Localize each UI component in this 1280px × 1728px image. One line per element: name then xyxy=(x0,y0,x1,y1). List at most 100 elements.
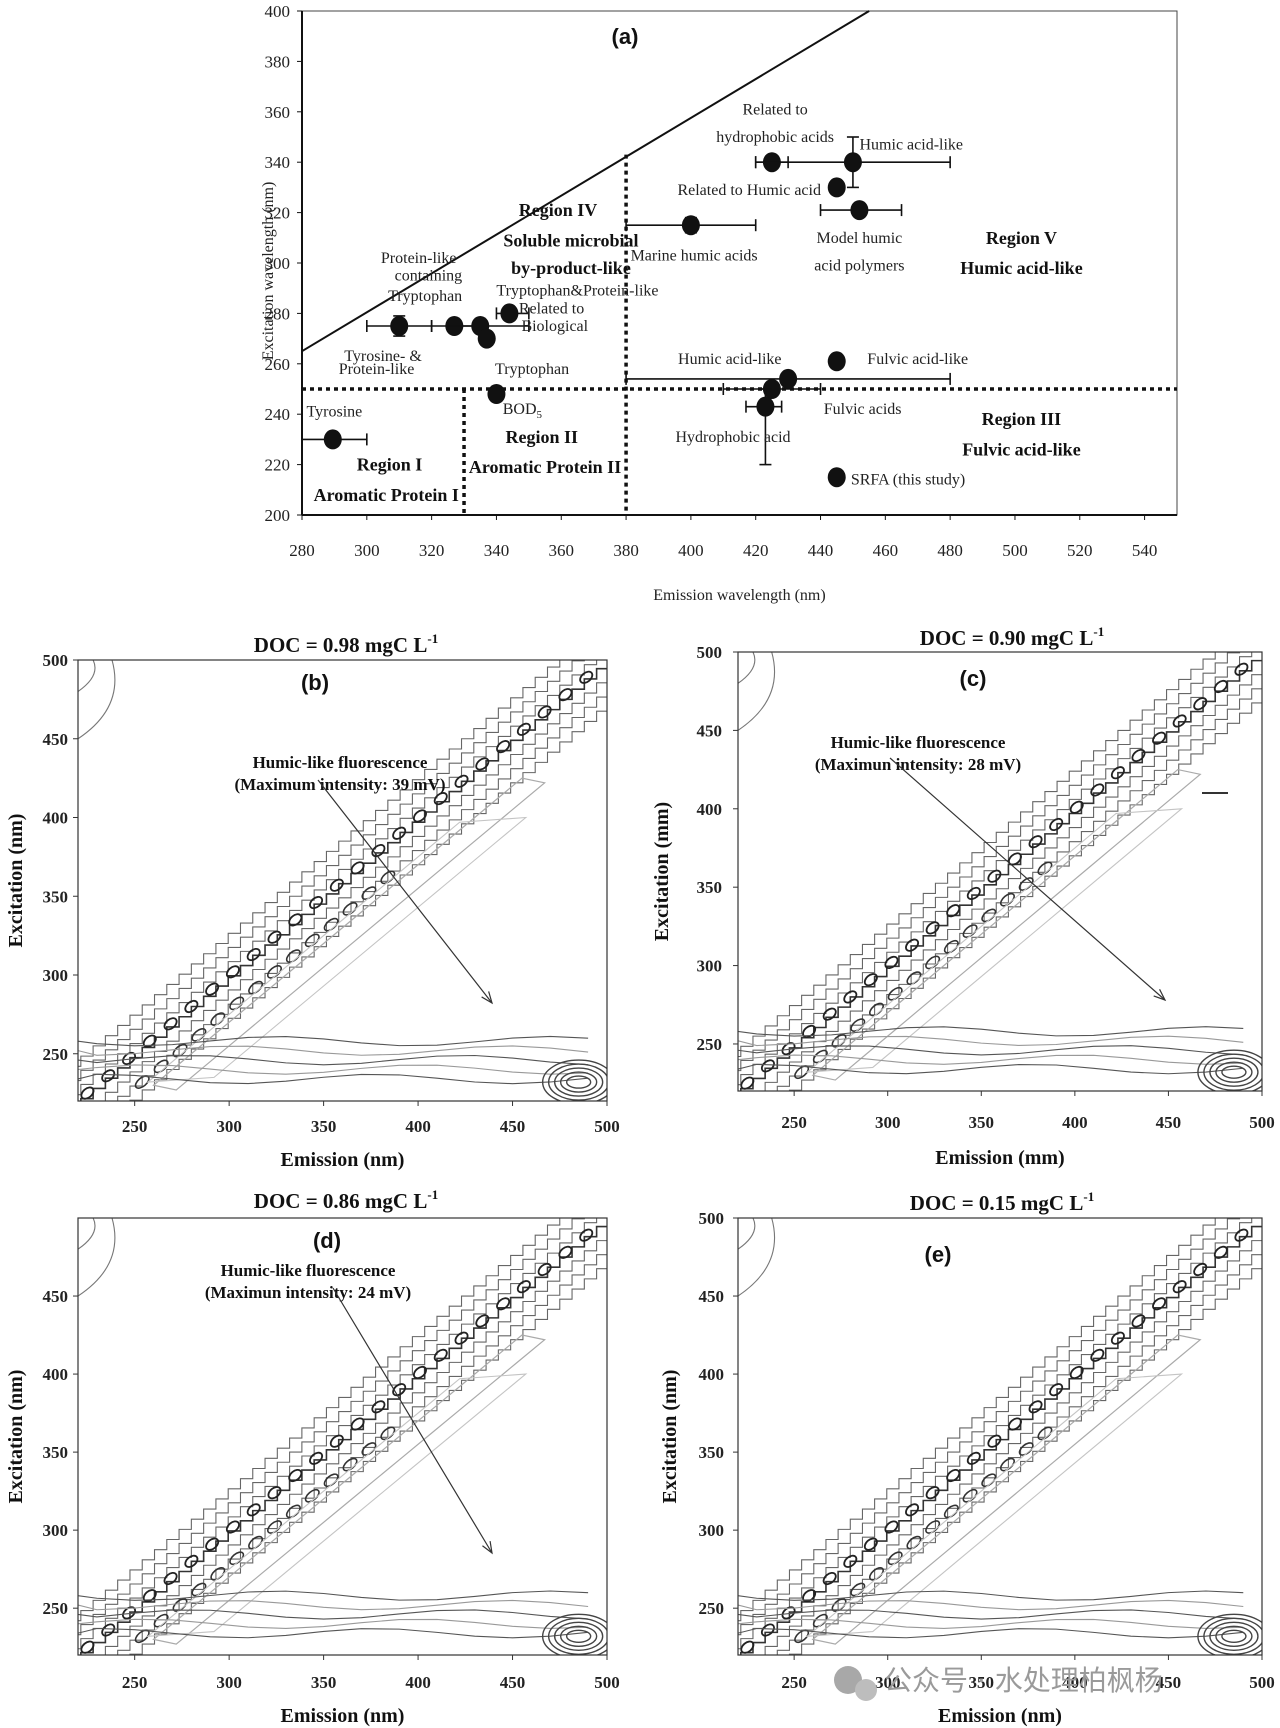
low-excitation-contour xyxy=(738,1609,1244,1620)
raman-bead xyxy=(999,1457,1015,1472)
rayleigh-scatter-step xyxy=(104,1240,607,1655)
low-excitation-contour xyxy=(78,1064,589,1075)
y-tick-label: 300 xyxy=(43,966,69,985)
rayleigh-scatter-step xyxy=(78,660,585,1082)
scatter-bead xyxy=(1069,800,1084,814)
scatter-bead xyxy=(987,1434,1002,1448)
raman-bead xyxy=(191,1582,207,1597)
low-excitation-contour xyxy=(738,1627,1244,1639)
scatter-bead xyxy=(925,1486,940,1500)
point-label: Protein-like xyxy=(339,361,415,378)
raman-bead xyxy=(153,1613,169,1628)
annotation-line: Humic-like fluorescence xyxy=(831,733,1006,752)
corner-contour xyxy=(1209,1621,1259,1651)
scatter-point xyxy=(477,328,496,349)
raman-bead xyxy=(943,1504,959,1519)
scatter-bead xyxy=(433,792,448,806)
rayleigh-scatter-step xyxy=(776,1254,1262,1655)
point-label: hydrophobic acids xyxy=(716,129,834,146)
scatter-bead xyxy=(579,670,594,684)
raman-bead xyxy=(248,1535,264,1550)
scatter-bead xyxy=(163,1571,178,1586)
scatter-bead xyxy=(184,999,199,1014)
contour-map xyxy=(738,1218,1262,1655)
corner-contour xyxy=(1215,1061,1253,1083)
x-tick-label: 350 xyxy=(311,1117,337,1136)
scatter-bead xyxy=(905,1503,920,1517)
y-tick-label: 200 xyxy=(265,506,291,525)
y-tick-label: 300 xyxy=(699,1521,725,1540)
rayleigh-scatter-step xyxy=(78,1218,561,1622)
x-tick-label: 500 xyxy=(1249,1673,1275,1692)
scatter-bead xyxy=(1110,766,1125,780)
y-tick-label: 250 xyxy=(697,1035,723,1054)
scatter-bead xyxy=(433,1348,448,1362)
y-axis-title: Excitation wavelength (nm) xyxy=(260,182,277,361)
rayleigh-scatter-step xyxy=(738,652,1253,1086)
scatter-point xyxy=(827,351,846,372)
low-excitation-contour xyxy=(738,1599,1244,1611)
scatter-bead xyxy=(863,973,878,987)
x-tick-label: 350 xyxy=(311,1673,337,1692)
scatter-bead xyxy=(966,886,981,901)
point-label: Tryptophan xyxy=(388,288,462,305)
fluorescence-contour xyxy=(146,816,528,1083)
scatter-bead xyxy=(329,878,344,892)
annotation-arrow xyxy=(317,779,493,1004)
scatter-bead xyxy=(246,947,261,962)
panel-label: (c) xyxy=(960,666,987,691)
scatter-bead xyxy=(946,1468,961,1483)
region-label: Fulvic acid-like xyxy=(962,439,1081,459)
scatter-bead xyxy=(1069,1365,1084,1380)
x-tick-label: 540 xyxy=(1132,541,1158,560)
eem-title: DOC = 0.15 mgC L-1 xyxy=(910,1189,1094,1215)
scatter-bead xyxy=(163,1017,178,1031)
x-tick-label: 380 xyxy=(613,541,639,560)
scatter-bead xyxy=(1131,748,1146,763)
eem-panel-e: 250 300 350 400 450 500 250 300 350 400 450 500 Emis… xyxy=(659,1189,1275,1727)
corner-contour xyxy=(1209,1057,1259,1087)
scatter-bead xyxy=(516,722,531,736)
corner-contour xyxy=(1215,1625,1253,1647)
scatter-bead xyxy=(1152,731,1167,745)
region-label: Region II xyxy=(506,427,579,447)
x-tick-label: 500 xyxy=(1002,541,1028,560)
x-tick-label: 460 xyxy=(873,541,899,560)
low-excitation-contour xyxy=(738,1035,1244,1047)
scatter-bead xyxy=(371,1400,386,1414)
scatter-bead xyxy=(558,1245,573,1259)
point-label: Humic acid-like xyxy=(678,351,782,368)
y-tick-label: 300 xyxy=(43,1521,69,1540)
scatter-bead xyxy=(843,990,858,1004)
corner-contour xyxy=(553,1621,604,1651)
region-label: Humic acid-like xyxy=(960,258,1083,278)
raman-bead xyxy=(229,1551,245,1566)
y-tick-label: 500 xyxy=(697,643,723,662)
region-label: Aromatic Protein I xyxy=(314,485,459,505)
y-tick-label: 400 xyxy=(699,1365,725,1384)
y-axis-title: Excitation (mm) xyxy=(651,802,673,941)
y-tick-label: 260 xyxy=(265,355,291,374)
point-label: Protein-like xyxy=(381,250,457,267)
corner-contour xyxy=(78,1218,96,1250)
raman-bead xyxy=(285,949,301,963)
rayleigh-scatter-step xyxy=(78,1218,598,1650)
low-excitation-contour xyxy=(78,1618,589,1630)
arrowhead xyxy=(481,991,493,1005)
eem-frame xyxy=(77,1217,608,1656)
rayleigh-scatter-step xyxy=(764,1240,1262,1655)
raman-bead xyxy=(1018,877,1034,891)
scatter-bead xyxy=(966,1451,981,1465)
raman-bead xyxy=(229,996,245,1011)
scatter-bead xyxy=(246,1503,261,1517)
scatter-bead xyxy=(412,809,427,823)
corner-contour xyxy=(541,1059,607,1101)
contour-map xyxy=(78,1218,607,1655)
scatter-bead xyxy=(392,826,407,840)
x-axis-title: Emission (nm) xyxy=(938,1705,1062,1727)
raman-bead xyxy=(962,1488,978,1503)
contour-map xyxy=(78,660,607,1101)
scatter-bead xyxy=(884,1520,899,1534)
y-tick-label: 300 xyxy=(697,957,723,976)
rayleigh-scatter-step xyxy=(104,682,607,1101)
